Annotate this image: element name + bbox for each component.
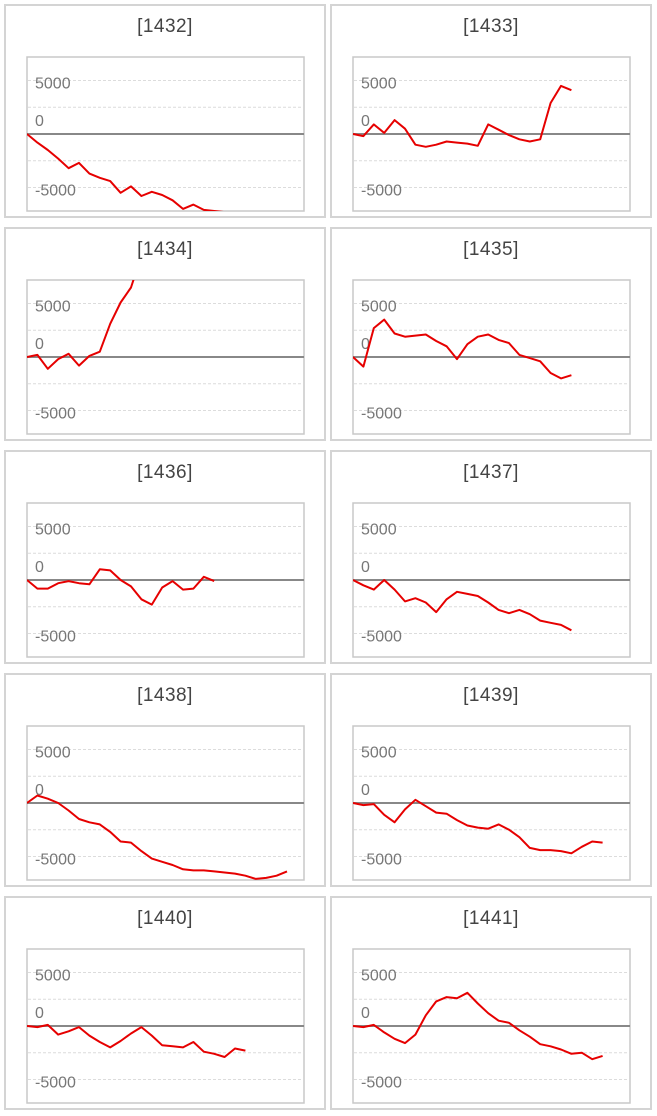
chart-panel: [1436] 5000 0 -5000 <box>4 450 326 664</box>
y-tick-label: 5000 <box>361 522 397 539</box>
chart-panel: [1433] 5000 0 -5000 <box>330 4 652 218</box>
series-line <box>353 798 603 855</box>
y-tick-label: 0 <box>361 1005 370 1022</box>
chart-panel: [1439] 5000 0 -5000 <box>330 673 652 887</box>
y-tick-label: -5000 <box>35 182 76 199</box>
chart-svg: 5000 0 -5000 <box>352 725 631 881</box>
chart-title: [1435] <box>463 239 519 260</box>
y-tick-label: 5000 <box>361 76 397 93</box>
series-line <box>27 568 215 606</box>
y-tick-label: 5000 <box>35 76 71 93</box>
series-line <box>27 280 135 370</box>
chart-svg: 5000 0 -5000 <box>352 502 631 658</box>
y-tick-label: 5000 <box>361 299 397 316</box>
series-line <box>353 84 572 148</box>
y-tick-label: -5000 <box>35 628 76 645</box>
chart-title: [1437] <box>463 462 519 483</box>
chart-title: [1433] <box>463 16 519 37</box>
chart-panel: [1438] 5000 0 -5000 <box>4 673 326 887</box>
y-tick-label: -5000 <box>361 628 402 645</box>
chart-svg: 5000 0 -5000 <box>26 725 305 881</box>
y-tick-label: 0 <box>361 782 370 799</box>
y-tick-label: 5000 <box>35 522 71 539</box>
y-tick-label: 0 <box>35 782 44 799</box>
chart-svg: 5000 0 -5000 <box>352 279 631 435</box>
series-line <box>353 991 603 1061</box>
y-tick-label: 0 <box>361 559 370 576</box>
y-tick-label: 5000 <box>35 299 71 316</box>
chart-svg: 5000 0 -5000 <box>26 502 305 658</box>
y-tick-label: 0 <box>35 113 44 130</box>
chart-svg: 5000 0 -5000 <box>26 948 305 1104</box>
chart-svg: 5000 0 -5000 <box>26 279 305 435</box>
chart-panel: [1437] 5000 0 -5000 <box>330 450 652 664</box>
y-tick-label: -5000 <box>361 1074 402 1091</box>
chart-svg: 5000 0 -5000 <box>352 56 631 212</box>
y-tick-label: -5000 <box>35 405 76 422</box>
chart-grid: [1432] 5000 0 -5000 [1433] 5000 0 -5000 [1434] 50… <box>4 4 652 1112</box>
y-tick-label: -5000 <box>361 851 402 868</box>
chart-title: [1434] <box>137 239 193 260</box>
series-line <box>27 794 288 880</box>
chart-panel: [1440] 5000 0 -5000 <box>4 896 326 1110</box>
y-tick-label: 5000 <box>35 745 71 762</box>
chart-svg: 5000 0 -5000 <box>352 948 631 1104</box>
chart-svg: 5000 0 -5000 <box>26 56 305 212</box>
series-line <box>353 318 572 380</box>
series-line <box>27 133 224 211</box>
y-tick-label: 0 <box>361 336 370 353</box>
y-tick-label: 0 <box>361 113 370 130</box>
chart-title: [1440] <box>137 908 193 929</box>
chart-title: [1441] <box>463 908 519 929</box>
series-line <box>353 579 572 632</box>
chart-title: [1436] <box>137 462 193 483</box>
chart-panel: [1435] 5000 0 -5000 <box>330 227 652 441</box>
y-tick-label: -5000 <box>35 851 76 868</box>
y-tick-label: 5000 <box>35 968 71 985</box>
chart-title: [1439] <box>463 685 519 706</box>
y-tick-label: -5000 <box>361 182 402 199</box>
series-line <box>27 1023 246 1058</box>
y-tick-label: -5000 <box>361 405 402 422</box>
chart-panel: [1434] 5000 0 -5000 <box>4 227 326 441</box>
chart-panel: [1441] 5000 0 -5000 <box>330 896 652 1110</box>
y-tick-label: -5000 <box>35 1074 76 1091</box>
y-tick-label: 0 <box>35 559 44 576</box>
y-tick-label: 5000 <box>361 745 397 762</box>
y-tick-label: 0 <box>35 1005 44 1022</box>
chart-panel: [1432] 5000 0 -5000 <box>4 4 326 218</box>
chart-title: [1432] <box>137 16 193 37</box>
y-tick-label: 0 <box>35 336 44 353</box>
y-tick-label: 5000 <box>361 968 397 985</box>
chart-title: [1438] <box>137 685 193 706</box>
